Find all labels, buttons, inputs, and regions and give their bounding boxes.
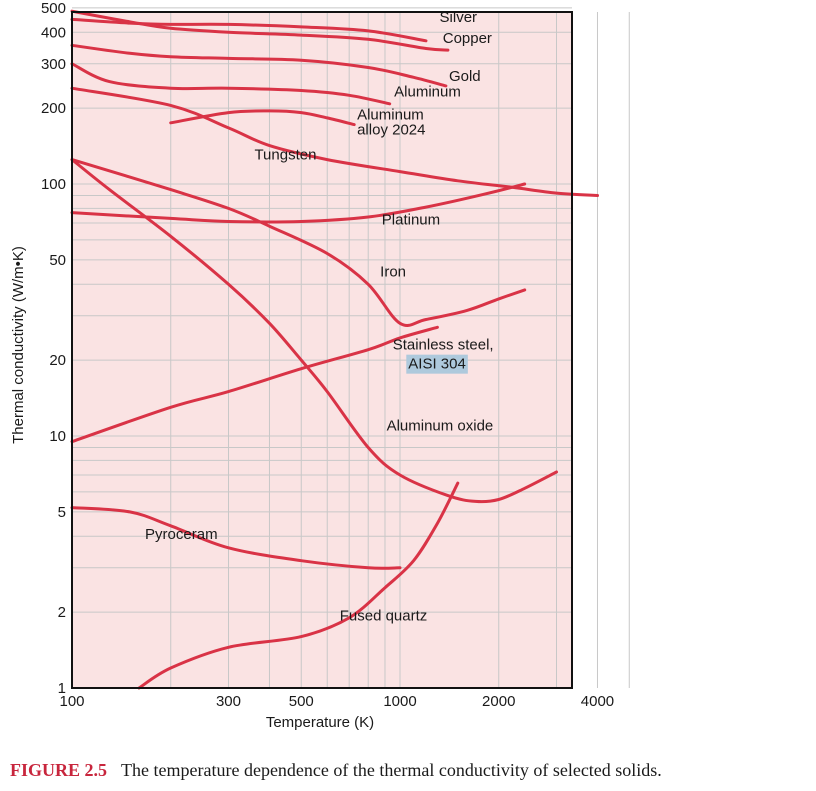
y-tick-label: 20 bbox=[49, 352, 66, 369]
curve-label-silver: Silver bbox=[440, 9, 478, 26]
y-tick-label: 100 bbox=[41, 176, 66, 193]
figure-caption-text: The temperature dependence of the therma… bbox=[121, 760, 662, 780]
y-tick-label: 10 bbox=[49, 428, 66, 445]
x-tick-label: 1000 bbox=[383, 693, 416, 710]
x-tick-label: 300 bbox=[216, 693, 241, 710]
y-tick-label: 400 bbox=[41, 24, 66, 41]
curve-label-pyroceram: Pyroceram bbox=[145, 526, 218, 543]
y-tick-label: 300 bbox=[41, 56, 66, 73]
curve-platinum bbox=[70, 182, 527, 224]
y-tick-label: 2 bbox=[58, 604, 66, 621]
curve-label-aluminum: Aluminum bbox=[394, 84, 461, 101]
curve-gold bbox=[70, 43, 448, 88]
curve-aluminum-alloy-2024 bbox=[169, 109, 356, 127]
x-axis-title: Temperature (K) bbox=[266, 714, 374, 731]
curve-label-tungsten: Tungsten bbox=[254, 147, 316, 164]
x-tick-label: 100 bbox=[59, 693, 84, 710]
y-tick-label: 50 bbox=[49, 252, 66, 269]
curve-label-line2-aluminum-alloy-2024: alloy 2024 bbox=[357, 122, 425, 139]
x-tick-label: 500 bbox=[289, 693, 314, 710]
curve-label-copper: Copper bbox=[443, 30, 492, 47]
curve-label-text-aluminum-alloy-2024: alloy 2024 bbox=[357, 122, 425, 139]
curve-tungsten bbox=[70, 86, 599, 197]
plot-frame bbox=[71, 11, 573, 689]
curve-copper bbox=[70, 9, 450, 52]
curve-label-iron: Iron bbox=[380, 263, 406, 280]
plot-area bbox=[72, 12, 572, 688]
curve-label-line2-stainless-steel-aisi-304: AISI 304 bbox=[406, 354, 468, 374]
curve-label-text-stainless-steel-aisi-304: AISI 304 bbox=[408, 356, 466, 373]
y-axis-title: Thermal conductivity (W/m•K) bbox=[10, 246, 27, 444]
figure-number: FIGURE 2.5 bbox=[10, 760, 108, 780]
label-highlight bbox=[406, 354, 468, 374]
curve-label-aluminum-alloy-2024: Aluminum bbox=[357, 107, 424, 124]
y-tick-label: 500 bbox=[41, 0, 66, 17]
curve-stainless-steel-aisi-304 bbox=[70, 325, 439, 444]
x-tick-label: 4000 bbox=[581, 693, 614, 710]
y-tick-labels: 1 2 5 10 20 50 100 200 300 400 500 bbox=[41, 0, 66, 697]
curve-fused-quartz bbox=[137, 481, 460, 690]
curve-aluminum-oxide bbox=[70, 158, 558, 504]
curve-iron bbox=[70, 158, 527, 327]
curve-label-platinum: Platinum bbox=[382, 212, 440, 229]
x-tick-label: 2000 bbox=[482, 693, 515, 710]
x-tick-labels: 100 300 500 1000 2000 4000 bbox=[59, 693, 614, 710]
curve-group bbox=[70, 9, 599, 690]
y-tick-label: 200 bbox=[41, 100, 66, 117]
y-tick-label: 5 bbox=[58, 504, 66, 521]
curve-pyroceram bbox=[70, 506, 402, 570]
curve-label-stainless-steel-aisi-304: Stainless steel, bbox=[393, 337, 494, 354]
curve-label-gold: Gold bbox=[449, 68, 481, 85]
y-tick-label: 1 bbox=[58, 680, 66, 697]
curve-label-fused-quartz: Fused quartz bbox=[340, 608, 428, 625]
curve-aluminum bbox=[70, 62, 392, 106]
curve-label-aluminum-oxide: Aluminum oxide bbox=[387, 418, 494, 435]
figure-caption: FIGURE 2.5 The temperature dependence of … bbox=[10, 760, 810, 781]
